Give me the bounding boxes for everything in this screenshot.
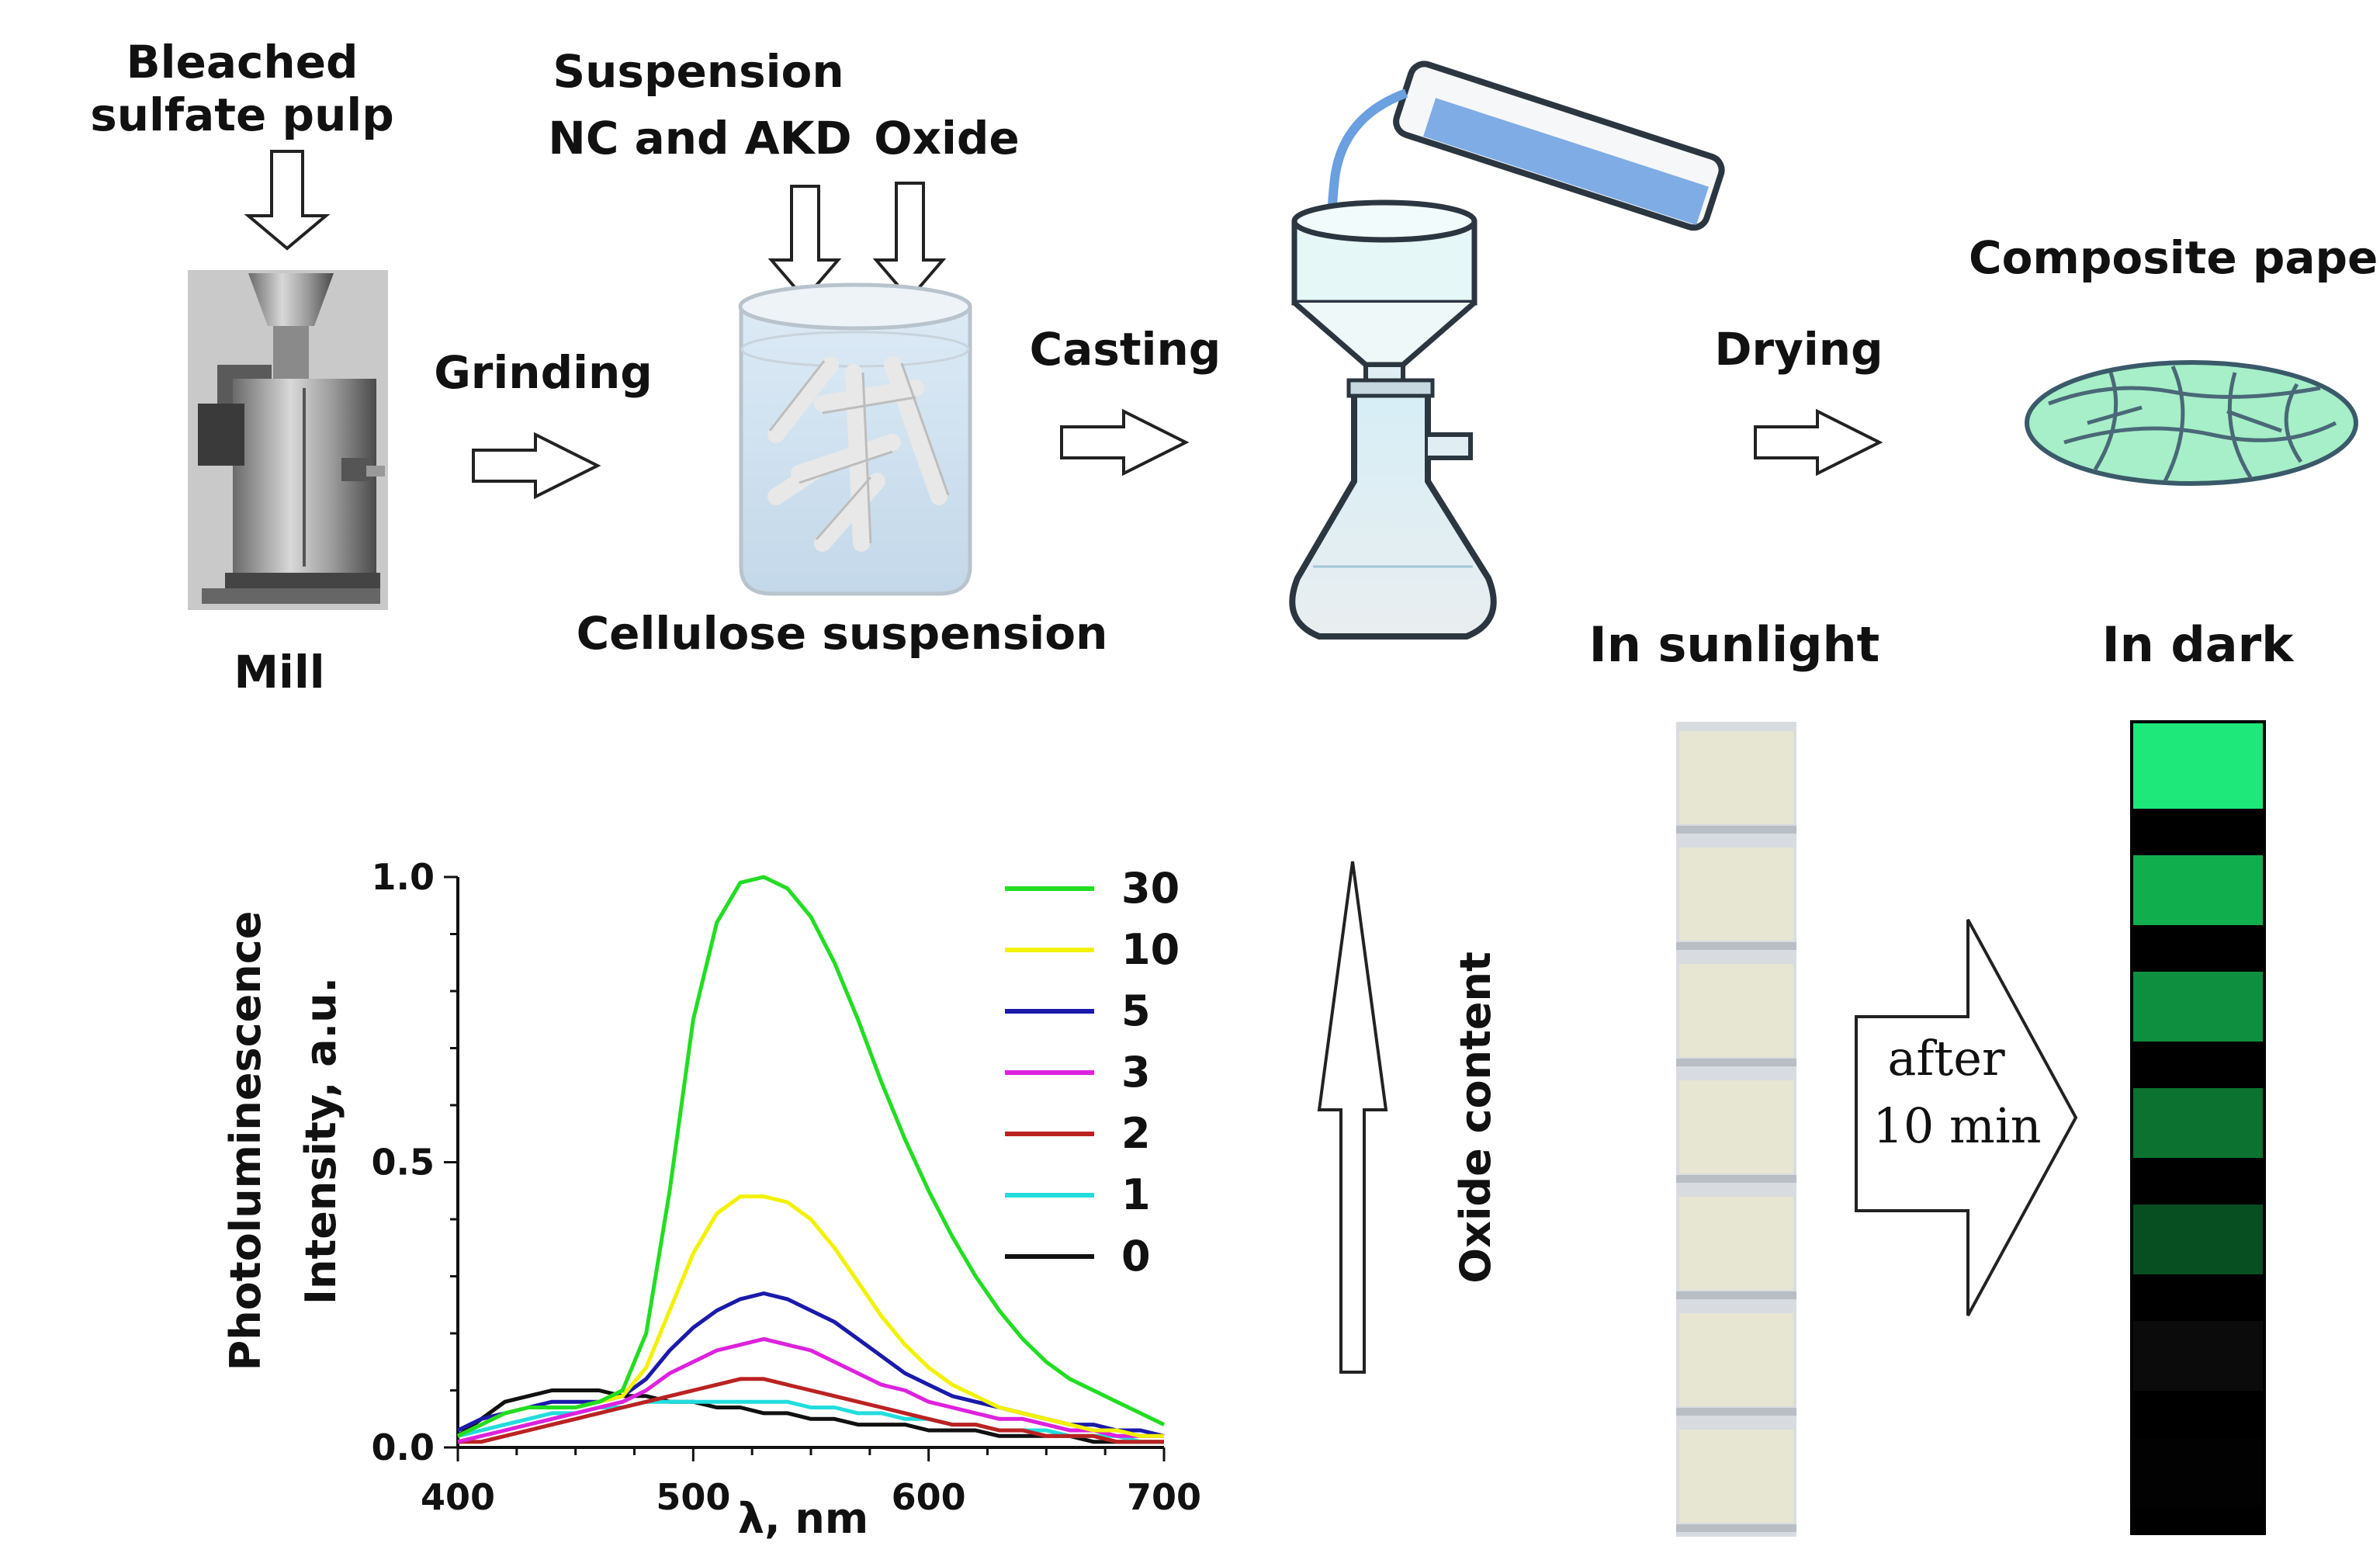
sunlight-separator: [1676, 1175, 1796, 1183]
casting-label: Casting: [1030, 323, 1221, 376]
dark-band: [2133, 723, 2263, 809]
sunlight-separator: [1676, 1524, 1796, 1532]
y-axis-label-line2: Intensity, a.u.: [296, 977, 345, 1305]
series-line-2: [458, 1377, 1164, 1444]
x-tick-label: 500: [656, 1476, 730, 1518]
sunlight-sample: [1679, 1430, 1793, 1523]
y-axis-label-line1: Photoluminescence: [221, 911, 270, 1371]
series-line-3: [457, 1336, 1164, 1444]
pulp-down-arrow: [244, 150, 331, 251]
y-tick-label: 0.5: [372, 1142, 435, 1184]
x-tick-label: 700: [1127, 1476, 1201, 1518]
filter-flask: [1289, 199, 1497, 640]
composite-paper-disc: [2025, 360, 2358, 486]
oxide-content-label: Oxide content: [1451, 952, 1500, 1284]
drying-label: Drying: [1714, 323, 1883, 376]
legend-label-0: 0: [1121, 1232, 1151, 1281]
legend-label-3: 3: [1121, 1048, 1151, 1097]
sunlight-separator: [1676, 826, 1796, 834]
after-arrow: [1855, 919, 2078, 1316]
legend-label-5: 5: [1121, 986, 1151, 1035]
oxide-label: Oxide: [874, 112, 1019, 165]
legend-label-1: 1: [1121, 1170, 1151, 1219]
legend-label-30: 30: [1121, 864, 1180, 913]
sunlight-sample: [1679, 964, 1793, 1057]
dark-band: [2133, 855, 2263, 925]
suspension-label-line1: Suspension: [553, 45, 844, 98]
y-tick-label: 0.0: [372, 1426, 435, 1468]
suspension-down-arrow: [767, 185, 842, 302]
dark-band: [2133, 972, 2263, 1042]
pl-spectra-chart: 400 500 600 700 0.0 0.5 1.0 λ, nm Photoluminesce…: [221, 856, 1201, 1543]
mill-label: Mill: [234, 646, 324, 698]
y-tick-label: 1.0: [372, 856, 435, 898]
dark-strip: [2130, 720, 2266, 1535]
legend-label-10: 10: [1121, 925, 1180, 974]
legend-label-2: 2: [1121, 1109, 1151, 1158]
suspension-label-line2: NC and AKD: [548, 112, 851, 165]
pouring-tube: [1327, 61, 1725, 258]
dark-label: In dark: [2102, 616, 2295, 673]
mill-photo: [188, 270, 388, 610]
after-label-line1: after: [1887, 1030, 2005, 1087]
grinding-label: Grinding: [434, 346, 653, 399]
dark-band: [2133, 1088, 2263, 1158]
composite-label: Composite paper: [1969, 231, 2380, 284]
pulp-label-line2: sulfate pulp: [90, 88, 394, 141]
sunlight-label: In sunlight: [1589, 616, 1880, 673]
sunlight-sample: [1679, 1080, 1793, 1173]
oxide-content-arrow: [1317, 861, 1388, 1374]
grinding-arrow: [472, 432, 601, 500]
x-tick-label: 400: [421, 1476, 495, 1518]
sunlight-sample: [1679, 731, 1793, 824]
series-line-30: [456, 875, 1166, 1438]
sunlight-separator: [1676, 1291, 1796, 1299]
x-axis-label: λ, nm: [738, 1494, 868, 1543]
dark-band: [2133, 1437, 2263, 1507]
after-label-line2: 10 min: [1872, 1097, 2041, 1154]
dark-band: [2133, 1321, 2263, 1391]
sunlight-separator: [1676, 1408, 1796, 1416]
dark-band: [2133, 1205, 2263, 1274]
sunlight-strip: [1676, 722, 1796, 1537]
cellulose-label: Cellulose suspension: [577, 607, 1108, 660]
drying-arrow: [1754, 408, 1883, 477]
x-tick-label: 600: [892, 1476, 966, 1518]
cellulose-beaker: [738, 283, 972, 596]
sunlight-sample: [1679, 1313, 1793, 1406]
oxide-down-arrow: [872, 182, 947, 302]
sunlight-sample: [1679, 848, 1793, 941]
sunlight-separator: [1676, 1059, 1796, 1066]
sunlight-sample: [1679, 1197, 1793, 1290]
sunlight-separator: [1676, 942, 1796, 950]
casting-arrow: [1060, 408, 1190, 477]
pulp-label-line1: Bleached: [126, 36, 358, 88]
